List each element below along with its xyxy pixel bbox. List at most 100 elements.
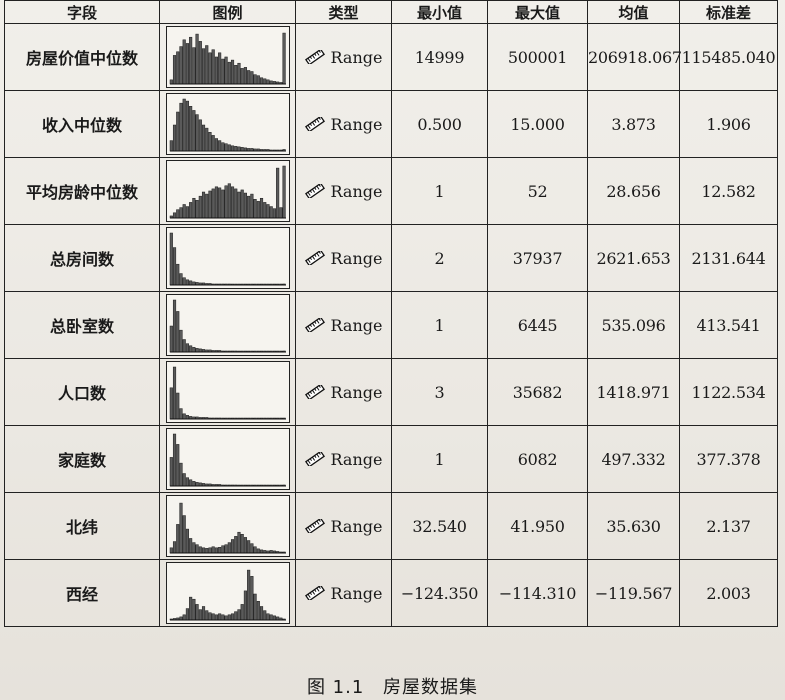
histogram-bar <box>220 142 224 152</box>
max-value: 52 <box>487 157 588 225</box>
histogram-bar <box>230 145 234 152</box>
max-value: 15.000 <box>487 90 588 158</box>
mean-value: 206918.067 <box>587 23 682 91</box>
std-value: 2.003 <box>679 559 778 627</box>
histogram-bar <box>169 79 173 85</box>
table-row: 北纬 Range 32.540 41.950 35.630 2.137 <box>4 492 778 560</box>
std-value: 2131.644 <box>679 224 778 292</box>
histogram-bar <box>220 189 224 219</box>
histogram-bar <box>253 199 257 219</box>
field-name: 西经 <box>4 559 160 627</box>
header-max: 最大值 <box>487 0 588 24</box>
min-value: 3 <box>391 358 488 426</box>
min-value: 32.540 <box>391 492 488 560</box>
histogram-bar <box>224 143 228 152</box>
mean-value: 35.630 <box>587 492 680 560</box>
table-row: 收入中位数 Range 0.500 15.000 3.873 1.906 <box>4 90 778 158</box>
histogram-bar <box>185 528 189 554</box>
type-label: Range <box>330 382 383 402</box>
histogram-bar <box>182 39 186 85</box>
histogram-bar <box>236 62 241 85</box>
histogram-bar <box>175 209 179 219</box>
histogram-bar <box>188 345 192 353</box>
histogram-bar <box>191 598 195 621</box>
histogram-bar <box>246 195 250 219</box>
histogram-bar <box>207 612 212 621</box>
histogram-bar <box>265 613 270 621</box>
histogram-chart <box>169 98 286 152</box>
histogram-bar <box>233 65 237 85</box>
histogram-bar <box>182 473 186 487</box>
legend-cell <box>159 224 296 292</box>
histogram-bar <box>243 192 247 219</box>
table-row: 房屋价值中位数 Range 14999 500001 206918.067 115485.… <box>4 23 778 91</box>
histogram-bar <box>195 544 199 554</box>
legend-cell <box>159 559 296 627</box>
histogram-chart <box>169 433 286 487</box>
histogram-bar <box>172 366 176 420</box>
histogram-bar <box>233 146 237 152</box>
histogram-bar <box>256 201 260 219</box>
histogram-bar <box>175 311 179 353</box>
type-indicator: Range <box>296 182 391 201</box>
histogram-bar <box>262 202 266 219</box>
histogram-bar <box>185 608 189 621</box>
figure-caption: 图 1.1 房屋数据集 <box>0 673 785 699</box>
histogram-bar <box>175 111 179 152</box>
histogram-bar <box>191 481 195 487</box>
histogram-bar <box>256 548 260 554</box>
histogram-bar <box>207 52 212 85</box>
min-value: −124.350 <box>391 559 488 627</box>
mean-value: 535.096 <box>587 291 680 359</box>
histogram-bar <box>230 59 234 85</box>
histogram-bar <box>246 569 250 621</box>
histogram-bar <box>185 279 189 286</box>
histogram-bar <box>201 191 205 219</box>
type-indicator: Range <box>296 48 391 67</box>
histogram-bar <box>243 67 247 85</box>
histogram-bar <box>253 593 257 621</box>
max-value: 37937 <box>487 224 588 292</box>
histogram-bar <box>198 119 202 152</box>
histogram-bar <box>227 614 231 621</box>
histogram-bar <box>240 604 244 621</box>
max-value: 500001 <box>487 23 588 91</box>
histogram-bar <box>236 609 241 621</box>
mean-value: −119.567 <box>587 559 680 627</box>
histogram-bar <box>178 462 183 487</box>
std-value: 2.137 <box>679 492 778 560</box>
min-value: 1 <box>391 425 488 493</box>
histogram-frame <box>165 26 290 88</box>
histogram-bar <box>178 102 183 152</box>
histogram-bar <box>243 590 247 621</box>
histogram-frame <box>165 160 290 222</box>
histogram-bar <box>214 56 218 85</box>
histogram-bar <box>188 538 192 554</box>
histogram-bar <box>227 542 231 554</box>
histogram-bar <box>182 614 186 621</box>
histogram-frame <box>165 294 290 356</box>
field-name: 家庭数 <box>4 425 160 493</box>
histogram-bar <box>172 247 176 286</box>
histogram-bar <box>282 165 286 219</box>
legend-cell <box>159 358 296 426</box>
type-cell: Range <box>295 425 392 493</box>
histogram-bar <box>224 185 228 219</box>
histogram-bar <box>272 615 276 621</box>
dataset-table: 字段 图例 类型 最小值 最大值 均值 标准差 房屋价值中位数 Range 1499… <box>4 0 778 627</box>
histogram-bar <box>169 547 173 554</box>
field-name: 总卧室数 <box>4 291 160 359</box>
std-value: 413.541 <box>679 291 778 359</box>
type-cell: Range <box>295 23 392 91</box>
type-cell: Range <box>295 291 392 359</box>
type-indicator: Range <box>296 517 391 536</box>
max-value: 6445 <box>487 291 588 359</box>
ruler-icon <box>304 452 325 466</box>
histogram-bar <box>214 547 218 554</box>
histogram-bar <box>195 114 199 152</box>
table-row: 总房间数 Range 2 37937 2621.653 2131.644 <box>4 224 778 292</box>
std-value: 1.906 <box>679 90 778 158</box>
histogram-bar <box>172 124 176 152</box>
ruler-icon <box>304 318 325 332</box>
